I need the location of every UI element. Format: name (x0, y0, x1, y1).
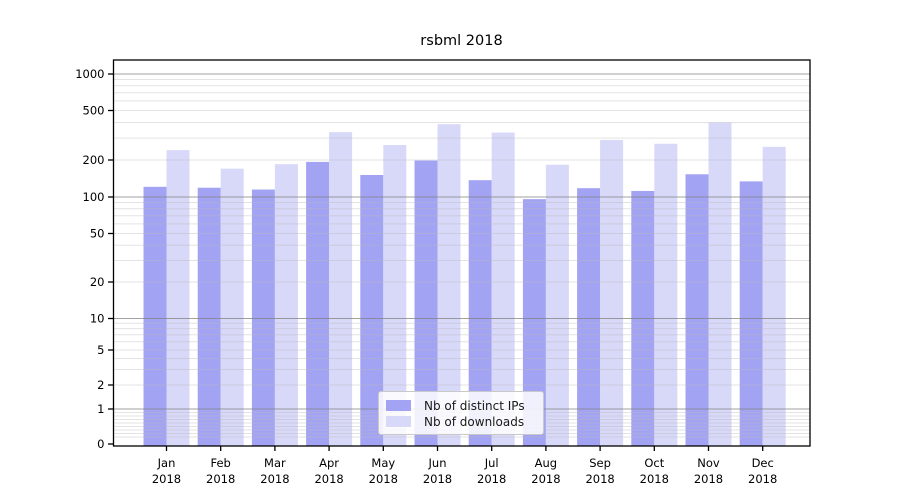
x-tick-label: Jul 2018 (477, 456, 506, 486)
bar-downloads (762, 146, 786, 446)
bar-downloads (166, 150, 190, 447)
bar-downloads (708, 122, 732, 447)
y-tick-label: 0 (97, 437, 104, 451)
bar-downloads (545, 164, 569, 446)
bar-downloads (383, 145, 407, 446)
bar-distinct-ips (143, 186, 167, 446)
bar-distinct-ips (306, 161, 330, 446)
bar-distinct-ips (577, 188, 601, 446)
y-tick-label: 5 (97, 343, 104, 357)
y-tick-label: 20 (90, 275, 105, 289)
bar-downloads (491, 132, 515, 447)
legend-item-downloads: Nb of downloads (386, 414, 535, 429)
chart-title: rsbml 2018 (420, 33, 503, 49)
bar-distinct-ips (522, 199, 546, 446)
x-tick-label: Nov 2018 (694, 456, 723, 486)
x-tick-label: Mar 2018 (260, 456, 289, 486)
bar-distinct-ips (414, 160, 438, 446)
bar-downloads (274, 164, 298, 446)
x-tick-label: Jun 2018 (423, 456, 452, 486)
bar-distinct-ips (685, 174, 709, 447)
legend-label-distinct-ips: Nb of distinct IPs (424, 398, 525, 413)
x-tick-label: Aug 2018 (531, 456, 560, 486)
y-tick-label: 50 (90, 227, 105, 241)
bar-distinct-ips (251, 189, 275, 446)
y-tick-label: 100 (83, 190, 105, 204)
legend-item-distinct-ips: Nb of distinct IPs (386, 398, 535, 413)
bar-downloads (329, 132, 353, 447)
x-tick-label: Jan 2018 (152, 456, 181, 486)
legend-swatch-distinct-ips (386, 400, 411, 411)
x-tick-label: Oct 2018 (640, 456, 669, 486)
bar-distinct-ips (739, 181, 763, 446)
y-tick-label: 200 (83, 153, 105, 167)
bar-downloads (654, 143, 678, 446)
bar-distinct-ips (468, 180, 492, 446)
axis-frame (112, 59, 811, 447)
x-tick-label: Dec 2018 (748, 456, 777, 486)
x-tick-label: Sep 2018 (585, 456, 614, 486)
y-tick-label: 2 (97, 378, 104, 392)
bar-downloads (600, 139, 624, 446)
y-tick-label: 500 (83, 104, 105, 118)
x-tick-label: May 2018 (369, 456, 398, 486)
y-tick-label: 1000 (75, 67, 104, 81)
bar-downloads (220, 168, 244, 446)
legend-swatch-downloads (386, 416, 411, 427)
x-tick-label: Feb 2018 (206, 456, 235, 486)
bar-downloads (437, 124, 461, 446)
y-tick-label: 10 (90, 312, 105, 326)
legend: Nb of distinct IPs Nb of downloads (378, 391, 544, 435)
legend-label-downloads: Nb of downloads (424, 414, 525, 429)
bar-distinct-ips (197, 187, 221, 446)
bar-distinct-ips (360, 175, 384, 446)
y-tick-label: 1 (97, 402, 104, 416)
x-tick-label: Apr 2018 (314, 456, 343, 486)
